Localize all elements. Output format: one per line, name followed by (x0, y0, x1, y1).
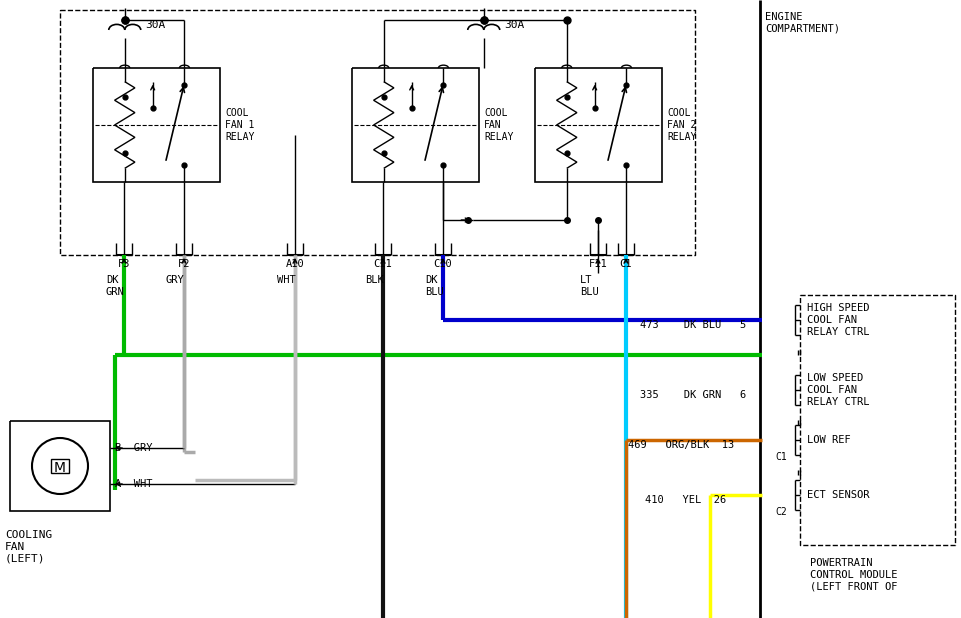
Text: COOL
FAN 1
RELAY: COOL FAN 1 RELAY (225, 108, 255, 142)
Text: A10: A10 (285, 259, 305, 269)
Text: COOL
FAN
RELAY: COOL FAN RELAY (484, 108, 513, 142)
Text: COOL
FAN 2
RELAY: COOL FAN 2 RELAY (667, 108, 697, 142)
Text: LT
BLU: LT BLU (580, 275, 599, 297)
Text: 469   ORG/BLK  13: 469 ORG/BLK 13 (628, 440, 734, 450)
Text: LOW REF: LOW REF (807, 435, 850, 445)
Text: 473    DK BLU   5: 473 DK BLU 5 (640, 320, 747, 330)
Text: 30A: 30A (145, 20, 165, 30)
Text: BLK: BLK (365, 275, 383, 285)
Text: F11: F11 (589, 259, 607, 269)
Text: C11: C11 (374, 259, 392, 269)
Text: F2: F2 (178, 259, 190, 269)
Text: HIGH SPEED
COOL FAN
RELAY CTRL: HIGH SPEED COOL FAN RELAY CTRL (807, 303, 870, 337)
Text: COOLING
FAN
(LEFT): COOLING FAN (LEFT) (5, 530, 52, 563)
Text: F3: F3 (118, 259, 131, 269)
Text: C1: C1 (776, 452, 787, 462)
Text: ENGINE
COMPARTMENT): ENGINE COMPARTMENT) (765, 12, 840, 33)
Text: C10: C10 (433, 259, 453, 269)
Text: WHT: WHT (277, 275, 296, 285)
Text: POWERTRAIN
CONTROL MODULE
(LEFT FRONT OF: POWERTRAIN CONTROL MODULE (LEFT FRONT OF (810, 558, 898, 591)
Text: A  WHT: A WHT (115, 479, 153, 489)
Text: ECT SENSOR: ECT SENSOR (807, 490, 870, 500)
Text: 410   YEL  26: 410 YEL 26 (645, 495, 727, 505)
Text: DK
BLU: DK BLU (425, 275, 444, 297)
Text: 335    DK GRN   6: 335 DK GRN 6 (640, 390, 747, 400)
Text: B  GRY: B GRY (115, 443, 153, 453)
Text: 30A: 30A (504, 20, 524, 30)
Text: M: M (54, 461, 66, 475)
Text: C1: C1 (620, 259, 632, 269)
Text: GRY: GRY (166, 275, 185, 285)
FancyBboxPatch shape (51, 459, 69, 473)
Text: LOW SPEED
COOL FAN
RELAY CTRL: LOW SPEED COOL FAN RELAY CTRL (807, 373, 870, 407)
Text: DK
GRN: DK GRN (106, 275, 125, 297)
Text: C2: C2 (776, 507, 787, 517)
